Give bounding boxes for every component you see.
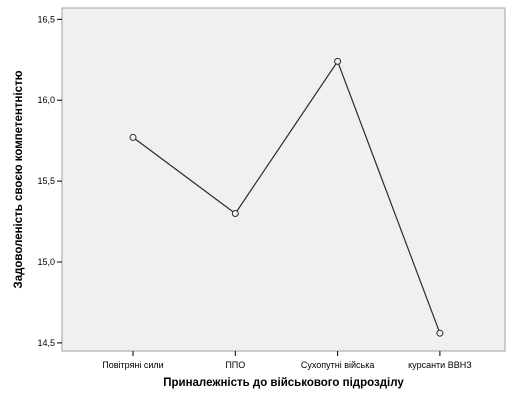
series-line bbox=[132, 60, 441, 334]
data-markers bbox=[129, 57, 444, 337]
y-axis-title: Задоволеність своєю компетентністю bbox=[13, 70, 25, 288]
y-tick-label: 14,5 bbox=[37, 338, 55, 348]
data-point bbox=[436, 329, 444, 337]
x-axis-title: Приналежність до військового підрозділу bbox=[163, 377, 404, 389]
x-tick-label: Повітряні сили bbox=[102, 360, 163, 370]
data-point bbox=[129, 133, 137, 141]
x-tick-label: Сухопутні війська bbox=[301, 360, 375, 370]
data-point bbox=[334, 57, 342, 65]
y-axis: 14,5 15,0 15,5 16,0 16,5 bbox=[37, 14, 62, 348]
y-tick-label: 15,5 bbox=[37, 176, 55, 186]
x-axis: Повітряні сили ППО Сухопутні війська курсан… bbox=[102, 351, 472, 370]
y-tick-label: 16,0 bbox=[37, 95, 55, 105]
x-tick-label: ППО bbox=[225, 360, 245, 370]
data-point bbox=[231, 209, 239, 217]
y-tick-label: 16,5 bbox=[37, 14, 55, 24]
y-tick-label: 15,0 bbox=[37, 257, 55, 267]
x-tick-label: курсанти ВВНЗ bbox=[408, 360, 472, 370]
plot-area bbox=[61, 7, 506, 352]
